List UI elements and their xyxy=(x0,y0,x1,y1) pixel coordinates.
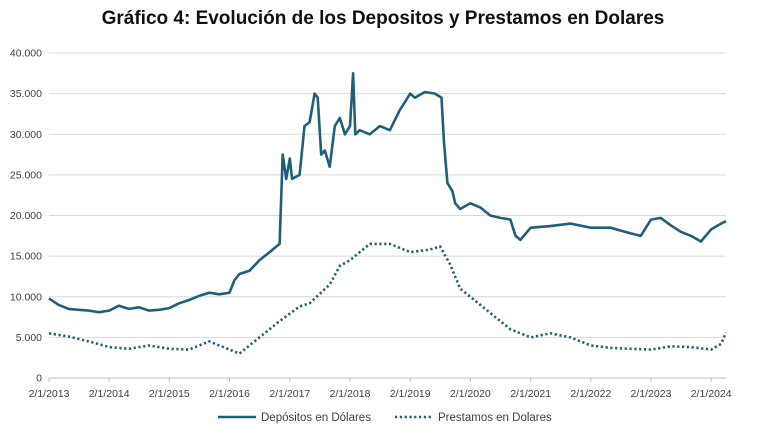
y-tick-label: 25.000 xyxy=(10,169,42,181)
series-lines xyxy=(48,72,728,355)
x-tick-label: 2/1/2017 xyxy=(269,388,310,400)
legend-label-prestamos: Prestamos en Dolares xyxy=(438,412,552,424)
y-tick-label: 30.000 xyxy=(10,129,42,141)
x-tick-label: 2/1/2014 xyxy=(89,388,130,400)
y-tick-label: 15.000 xyxy=(10,251,42,263)
y-tick-label: 20.000 xyxy=(10,210,42,222)
x-tick-label: 2/1/2016 xyxy=(209,388,250,400)
x-tick-label: 2/1/2023 xyxy=(631,388,672,400)
y-tick-label: 10.000 xyxy=(10,291,42,303)
axes: 0 5.000 10.000 15.000 20.000 25.000 30.000 35.0… xyxy=(10,48,732,401)
series-line-prestamos xyxy=(48,242,728,355)
y-tick-label: 0 xyxy=(36,373,42,385)
x-tick-label: 2/1/2022 xyxy=(570,388,611,400)
y-tick-label: 35.000 xyxy=(10,88,42,100)
y-tick-label: 5.000 xyxy=(16,332,42,344)
x-tick-label: 2/1/2024 xyxy=(691,388,732,400)
legend: Depósitos en Dólares Prestamos en Dolares xyxy=(218,412,552,424)
y-tick-label: 40.000 xyxy=(10,48,42,60)
x-tick-label: 2/1/2013 xyxy=(29,388,70,400)
x-tick-label: 2/1/2019 xyxy=(390,388,431,400)
series-line-depositos xyxy=(48,72,727,314)
x-tick-label: 2/1/2015 xyxy=(149,388,190,400)
x-tick-label: 2/1/2021 xyxy=(510,388,551,400)
x-tick-label: 2/1/2020 xyxy=(450,388,491,400)
x-tick-label: 2/1/2018 xyxy=(330,388,371,400)
chart-title: Gráfico 4: Evolución de los Depositos y … xyxy=(101,8,665,29)
legend-label-depositos: Depósitos en Dólares xyxy=(261,412,371,424)
grid-lines xyxy=(49,52,726,338)
